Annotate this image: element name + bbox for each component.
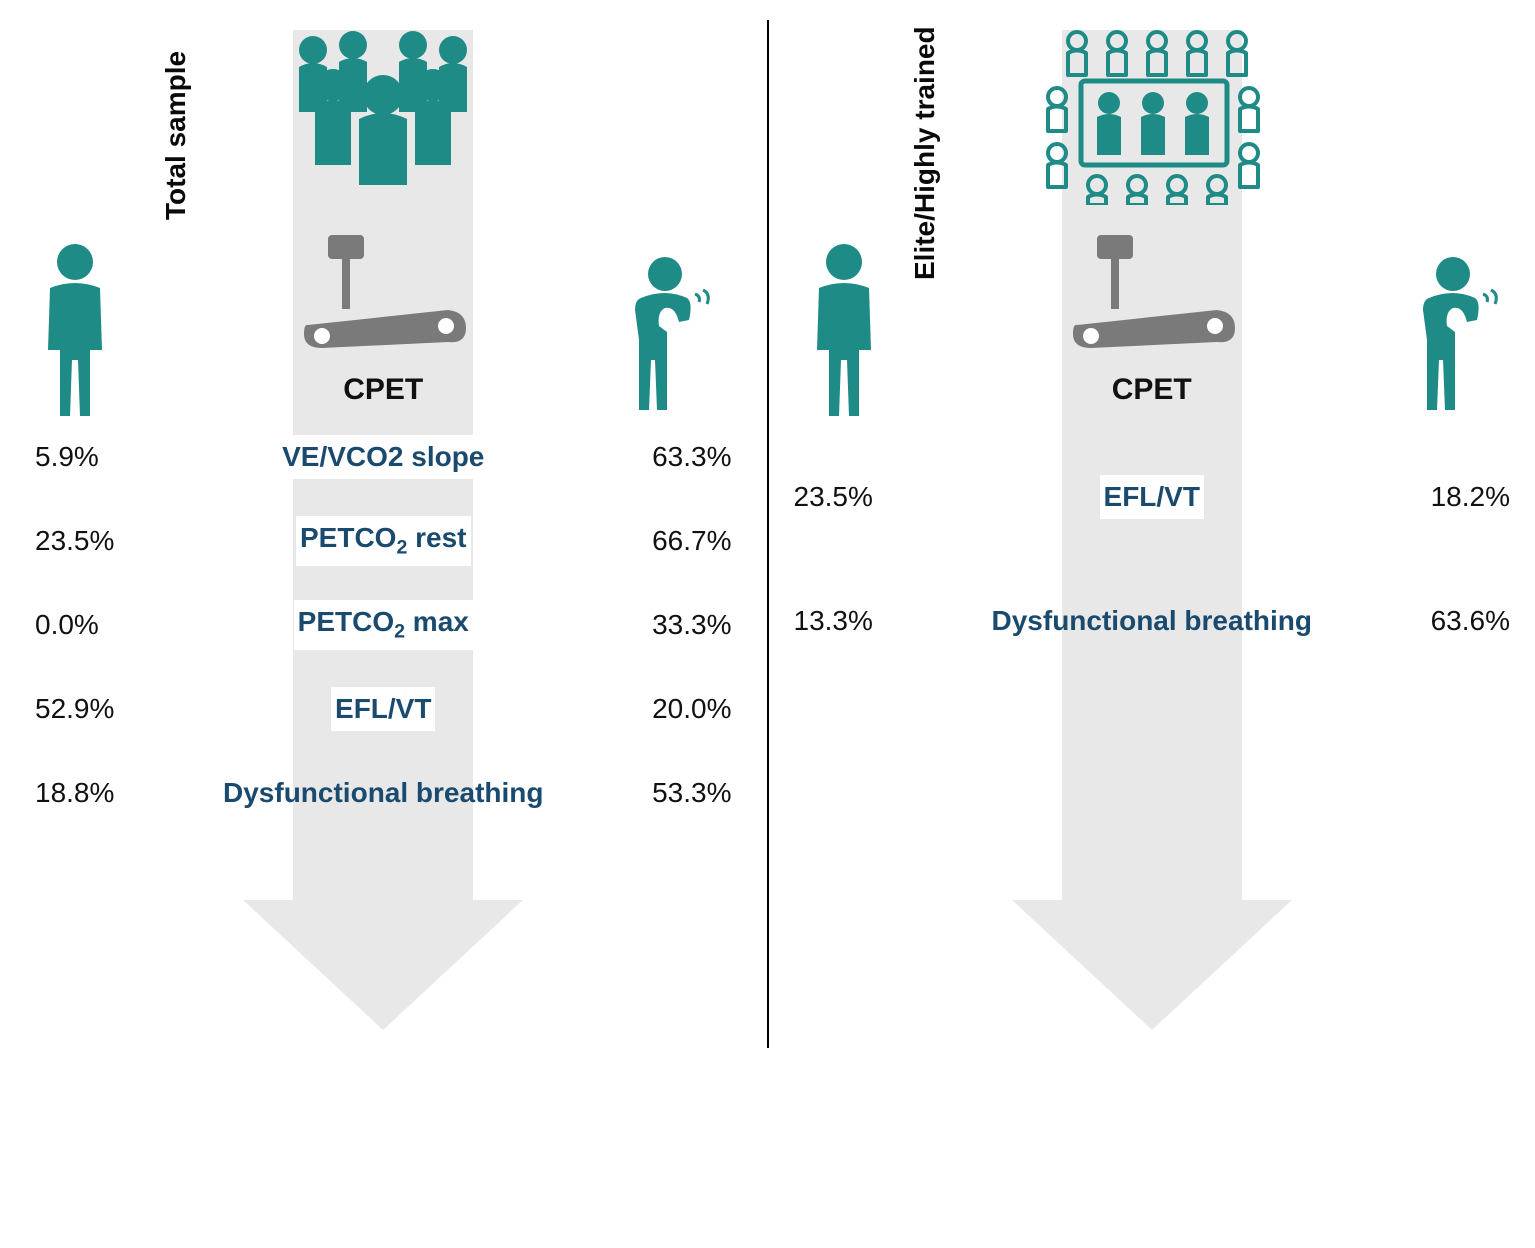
treadmill-icon-left: CPET <box>273 230 493 407</box>
pct-left: 23.5% <box>794 481 904 513</box>
vlabel-right: Elite/Highly trained <box>909 26 941 280</box>
pct-right: 20.0% <box>622 693 732 725</box>
treadmill-icon-right: CPET <box>1042 230 1262 407</box>
metric-label: VE/VCO2 slope <box>278 435 488 479</box>
pct-right: 18.2% <box>1400 481 1510 513</box>
pct-right: 63.6% <box>1400 605 1510 637</box>
pct-right: 53.3% <box>622 777 732 809</box>
metric-label: PETCO2 rest <box>296 516 471 566</box>
row-ve-vco2: 5.9% VE/VCO2 slope 63.3% <box>0 430 767 484</box>
row-efl-vt: 23.5% EFL/VT 18.2% <box>769 470 1535 524</box>
pct-left: 5.9% <box>35 441 145 473</box>
pct-right: 63.3% <box>622 441 732 473</box>
metric-label: Dysfunctional breathing <box>988 599 1316 643</box>
breathing-person-icon-left <box>617 250 727 425</box>
breathing-person-icon-right <box>1405 250 1515 425</box>
panel-elite: Elite/Highly trained <box>769 0 1535 1248</box>
cpet-label-left: CPET <box>273 373 493 407</box>
metric-label: PETCO2 max <box>294 600 473 650</box>
row-petco2-max: 0.0% PETCO2 max 33.3% <box>0 598 767 652</box>
pct-right: 66.7% <box>622 525 732 557</box>
pct-left: 18.8% <box>35 777 145 809</box>
metric-label: EFL/VT <box>331 687 435 731</box>
arrow-head-right <box>1012 900 1292 1030</box>
panel-total-sample: Total sample <box>0 0 767 1248</box>
pct-left: 23.5% <box>35 525 145 557</box>
row-dysfunctional: 13.3% Dysfunctional breathing 63.6% <box>769 594 1535 648</box>
rows-left: 5.9% VE/VCO2 slope 63.3% 23.5% PETCO2 re… <box>0 430 767 850</box>
people-group-icon <box>253 25 513 200</box>
row-dysfunctional: 18.8% Dysfunctional breathing 53.3% <box>0 766 767 820</box>
pct-left: 0.0% <box>35 609 145 641</box>
healthy-person-icon-right <box>799 240 889 425</box>
pct-left: 13.3% <box>794 605 904 637</box>
healthy-person-icon-left <box>30 240 120 425</box>
cpet-label-right: CPET <box>1042 373 1262 407</box>
arrow-head-left <box>243 900 523 1030</box>
pct-left: 52.9% <box>35 693 145 725</box>
rows-right: 23.5% EFL/VT 18.2% 13.3% Dysfunctional b… <box>769 470 1535 718</box>
row-petco2-rest: 23.5% PETCO2 rest 66.7% <box>0 514 767 568</box>
elite-group-icon <box>1022 25 1282 210</box>
metric-label: EFL/VT <box>1100 475 1204 519</box>
vlabel-left: Total sample <box>160 51 192 220</box>
infographic-container: Total sample <box>0 0 1535 1248</box>
pct-right: 33.3% <box>622 609 732 641</box>
row-efl-vt: 52.9% EFL/VT 20.0% <box>0 682 767 736</box>
metric-label: Dysfunctional breathing <box>219 771 547 815</box>
